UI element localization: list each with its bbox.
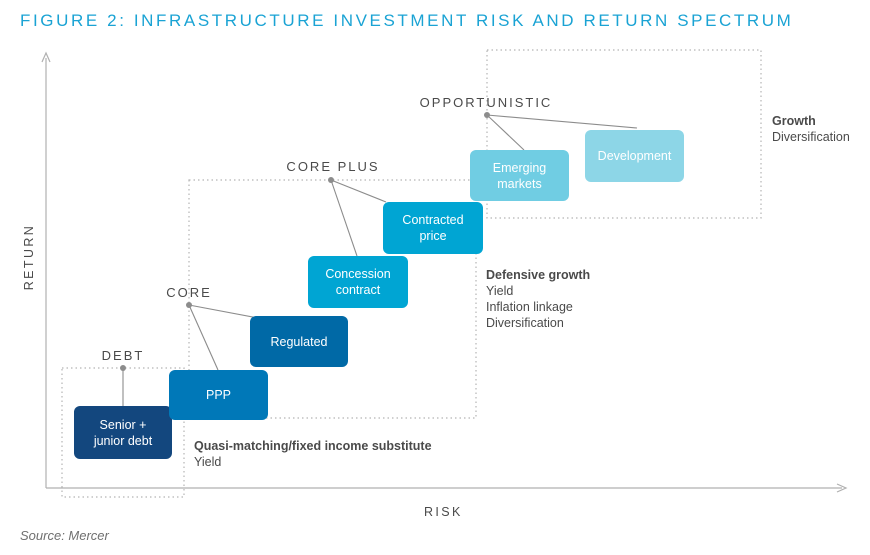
box-concession-contract-label: Concession contract: [325, 267, 391, 297]
desc-growth: Growth Diversification: [772, 113, 850, 145]
tier-core-plus-label: CORE PLUS: [286, 159, 380, 174]
debt-region: [61, 367, 185, 498]
x-axis-label: RISK: [424, 505, 463, 519]
core-plus-anchor-dot: [328, 177, 334, 183]
opportunistic-anchor-dot: [484, 112, 490, 118]
box-development: Development: [585, 130, 684, 182]
box-regulated: Regulated: [250, 316, 348, 367]
source-note: Source: Mercer: [20, 528, 109, 543]
connector-lines: [122, 114, 638, 406]
y-axis-label: RETURN: [22, 223, 36, 291]
desc-defensive-growth-heading: Defensive growth: [486, 268, 591, 282]
box-ppp: PPP: [169, 370, 268, 420]
core-region: [188, 179, 477, 419]
tier-core-label: CORE: [166, 285, 212, 300]
y-axis-arrow: [41, 51, 51, 63]
box-emerging-markets-label: Emerging markets: [492, 160, 547, 191]
tier-debt-label: DEBT: [101, 348, 145, 363]
desc-defensive-growth-line: Yield: [486, 284, 514, 298]
tier-opportunistic-label: OPPORTUNISTIC: [419, 95, 553, 110]
core-anchor-dot: [186, 302, 192, 308]
desc-defensive-growth-line: Diversification: [486, 316, 564, 330]
desc-quasi-matching: Quasi-matching/fixed income substitute Y…: [194, 438, 432, 470]
box-contracted-price-label: Contracted price: [402, 213, 464, 243]
desc-growth-line: Diversification: [772, 130, 850, 144]
box-senior-junior-debt-label: Senior + junior debt: [93, 417, 153, 448]
figure-title: FIGURE 2: INFRASTRUCTURE INVESTMENT RISK…: [20, 11, 794, 30]
box-contracted-price: Contracted price: [383, 202, 483, 254]
box-development-label: Development: [597, 149, 672, 163]
desc-growth-heading: Growth: [772, 114, 816, 128]
box-regulated-label: Regulated: [270, 334, 328, 349]
box-ppp-label: PPP: [205, 388, 231, 402]
box-emerging-markets: Emerging markets: [470, 150, 569, 201]
debt-anchor-dot: [120, 365, 126, 371]
desc-defensive-growth: Defensive growth Yield Inflation linkage…: [486, 267, 590, 331]
x-axis-arrow: [836, 483, 848, 493]
desc-defensive-growth-line: Inflation linkage: [486, 300, 573, 314]
box-concession-contract: Concession contract: [308, 256, 408, 308]
desc-quasi-matching-heading: Quasi-matching/fixed income substitute: [194, 439, 432, 453]
desc-quasi-matching-line: Yield: [194, 455, 222, 469]
box-senior-junior-debt: Senior + junior debt: [74, 406, 172, 459]
